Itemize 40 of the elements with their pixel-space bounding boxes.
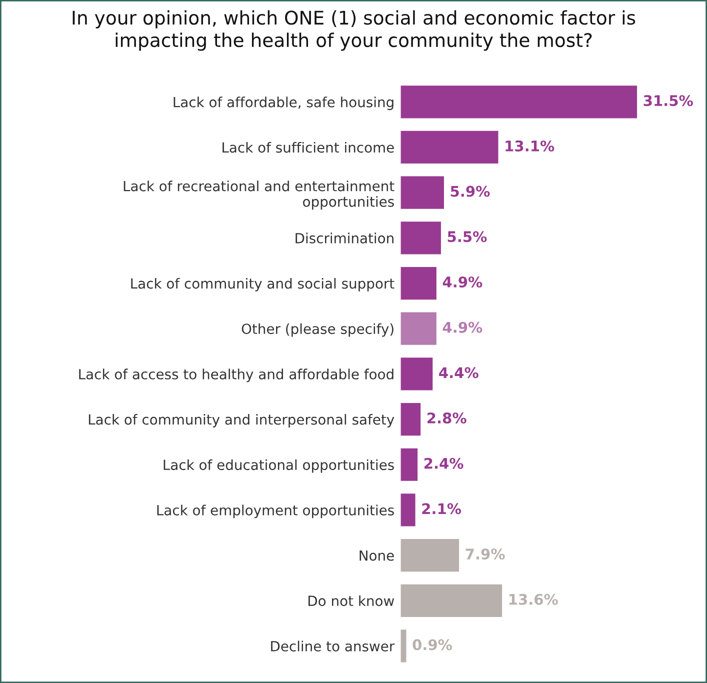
data-label: 2.1% <box>422 503 462 514</box>
data-label: 4.9% <box>442 276 482 288</box>
y-tick-label: Lack of community and interpersonal safety <box>88 414 394 428</box>
y-tick-label: Other (please specify) <box>242 323 394 337</box>
data-label: 5.5% <box>448 231 487 242</box>
bar <box>400 84 638 120</box>
bar <box>400 310 438 346</box>
bar <box>400 492 417 528</box>
y-tick-label: Lack of access to healthy and affordable food <box>79 368 394 382</box>
bar <box>400 356 434 392</box>
y-tick-label: Decline to answer <box>271 640 395 652</box>
bar <box>400 174 446 210</box>
bar <box>400 628 408 664</box>
bar <box>400 446 419 482</box>
bar <box>400 220 442 256</box>
data-label: 0.9% <box>412 639 452 650</box>
y-tick-label: Lack of educational opportunities <box>164 459 394 473</box>
y-tick-label: Lack of sufficient income <box>222 142 394 153</box>
y-tick-label: Lack of employment opportunities <box>157 504 394 518</box>
bar <box>400 582 504 618</box>
data-label: 4.4% <box>439 367 478 378</box>
bar <box>400 538 460 574</box>
bar <box>400 266 438 301</box>
data-label: 7.9% <box>466 548 505 560</box>
data-label: 31.5% <box>644 95 693 106</box>
bar <box>400 130 500 165</box>
data-label: 4.9% <box>442 322 482 333</box>
y-tick-label: Discrimination <box>296 232 394 244</box>
data-label: 13.6% <box>509 594 558 605</box>
data-label: 2.4% <box>424 458 464 469</box>
y-tick-label: Lack of affordable, safe housing <box>174 96 394 110</box>
chart-title: In your opinion, which ONE (1) social and economic factor is impacting the health of your community the most? <box>72 10 636 51</box>
y-tick-label: Lack of recreational and entertainment opportunities <box>124 180 394 210</box>
data-label: 13.1% <box>506 140 554 152</box>
bar <box>400 402 422 437</box>
y-tick-label: Lack of community and social support <box>131 278 394 292</box>
data-label: 2.8% <box>428 412 466 424</box>
y-tick-label: Do not know <box>308 595 394 606</box>
y-tick-label: None <box>360 550 394 561</box>
data-label: 5.9% <box>450 186 490 197</box>
